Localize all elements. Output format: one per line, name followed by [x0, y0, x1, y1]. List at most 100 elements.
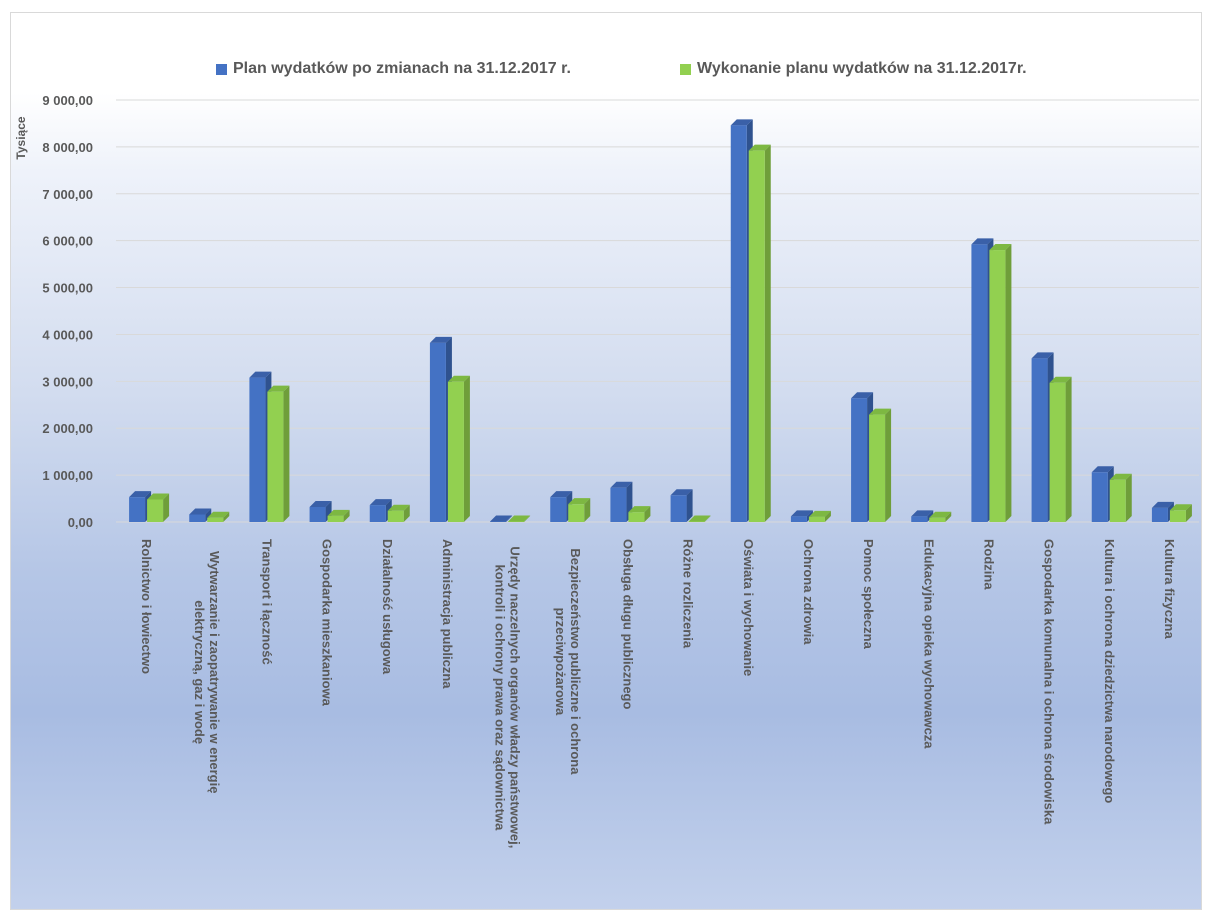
category-label-line: elektryczną, gaz i wodę [192, 600, 207, 744]
bar-side-wykonanie [1065, 376, 1072, 522]
y-tick-label: 3 000,00 [42, 374, 93, 389]
y-tick-label: 8 000,00 [42, 140, 93, 155]
bar-plan [610, 487, 627, 522]
bar-plan [550, 497, 567, 522]
category-label-line: Bezpieczeństwo publiczne i ochrona [568, 548, 583, 775]
category-label-line: Transport i łączność [259, 539, 274, 665]
bar-side-wykonanie [403, 504, 410, 522]
bar-plan [730, 125, 747, 522]
bar-top-plan [1151, 501, 1174, 508]
bar-top-wykonanie [447, 375, 470, 382]
y-tick-label: 4 000,00 [42, 327, 93, 342]
bar-wykonanie [327, 515, 344, 522]
bar-wykonanie [869, 414, 886, 522]
category-label-line: Oświata i wychowanie [741, 539, 756, 676]
bar-side-plan [927, 510, 934, 522]
y-tick-label: 1 000,00 [42, 468, 93, 483]
bar-side-wykonanie [945, 511, 952, 522]
bar-plan [369, 505, 386, 522]
bar-top-wykonanie [207, 511, 230, 518]
bar-plan [1151, 507, 1168, 522]
bar-top-wykonanie [1049, 376, 1072, 383]
bar-top-plan [790, 510, 813, 517]
category-label: Administracja publiczna [440, 539, 455, 689]
bar-plan [429, 342, 446, 522]
bar-side-plan [205, 508, 212, 522]
category-label: Rolnictwo i łowiectwo [139, 539, 154, 674]
bar-wykonanie [508, 521, 525, 522]
category-label: Pomoc społeczna [861, 539, 876, 650]
bar-top-plan [490, 515, 513, 522]
category-label: Kultura i ochrona dziedzictwa narodowego [1102, 539, 1117, 803]
bar-top-plan [309, 500, 332, 507]
bar-wykonanie [1169, 510, 1186, 522]
bar-top-wykonanie [1109, 473, 1132, 480]
category-label-line: Działalność usługowa [380, 539, 395, 675]
bar-wykonanie [447, 381, 464, 522]
bar-chart: 0,00 1 000,00 2 000,00 3 000,00 4 000,00 5 00… [14, 93, 1199, 848]
bar-side-wykonanie [163, 493, 170, 522]
category-label: Gospodarka mieszkaniowa [320, 539, 335, 707]
bar-top-plan [610, 481, 633, 488]
bar-side-wykonanie [524, 515, 531, 522]
bar-wykonanie [628, 512, 645, 522]
bar-plan [490, 521, 507, 522]
category-label-line: Różne rozliczenia [681, 539, 696, 649]
bar-side-wykonanie [223, 511, 230, 522]
bar-plan [129, 497, 146, 522]
bar-top-plan [971, 238, 994, 245]
legend-item-plan: Plan wydatków po zmianach na 31.12.2017 … [216, 59, 571, 79]
bar-wykonanie [808, 516, 825, 522]
y-tick-label: 7 000,00 [42, 187, 93, 202]
category-label-line: Obsługa długu publicznego [620, 539, 635, 709]
bar-top-plan [851, 392, 874, 399]
legend-swatch-wykonanie [680, 63, 691, 75]
bar-top-plan [1091, 466, 1114, 473]
bar-top-plan [249, 371, 272, 378]
category-label: Edukacyjna opieka wychowawcza [921, 539, 936, 749]
bar-side-wykonanie [885, 408, 892, 522]
bar-side-wykonanie [764, 144, 771, 522]
bar-top-wykonanie [1169, 504, 1192, 511]
y-axis-title: Tysiące [14, 116, 28, 159]
bar-plan [670, 495, 687, 522]
category-label: Transport i łączność [259, 539, 274, 665]
category-label-line: Rolnictwo i łowiectwo [139, 539, 154, 674]
bar-side-wykonanie [644, 506, 651, 522]
category-label-line: Administracja publiczna [440, 539, 455, 689]
bar-top-wykonanie [508, 515, 531, 522]
y-tick-label: 6 000,00 [42, 234, 93, 249]
bar-plan [790, 516, 807, 522]
bar-plan [851, 398, 868, 522]
bar-side-plan [686, 489, 693, 522]
bar-plan [1091, 472, 1108, 522]
bar-side-wykonanie [1185, 504, 1192, 522]
bar-wykonanie [568, 504, 585, 522]
bar-side-wykonanie [704, 515, 711, 522]
bar-wykonanie [147, 499, 164, 522]
category-label-line: Pomoc społeczna [861, 539, 876, 650]
y-tick-label: 9 000,00 [42, 93, 93, 108]
category-label: Obsługa długu publicznego [620, 539, 635, 709]
category-label-line: Gospodarka mieszkaniowa [320, 539, 335, 707]
category-label-line: Urzędy naczelnych organów władzy państwo… [508, 546, 523, 848]
bar-side-wykonanie [1005, 244, 1012, 523]
bar-top-plan [1031, 352, 1054, 359]
y-tick-label: 2 000,00 [42, 421, 93, 436]
y-tick-label: 5 000,00 [42, 281, 93, 296]
bar-wykonanie [207, 517, 224, 522]
bar-top-wykonanie [267, 385, 290, 392]
category-label-line: Rodzina [981, 539, 996, 590]
bar-top-plan [429, 336, 452, 343]
bar-top-wykonanie [808, 510, 831, 517]
category-label-line: Kultura fizyczna [1162, 539, 1177, 639]
bar-wykonanie [1109, 479, 1126, 522]
bar-top-wykonanie [568, 498, 591, 505]
bar-wykonanie [1049, 382, 1066, 522]
category-label: Różne rozliczenia [681, 539, 696, 649]
bar-top-wykonanie [327, 509, 350, 516]
bar-wykonanie [748, 150, 765, 522]
bar-plan [971, 244, 988, 522]
category-label: Oświata i wychowanie [741, 539, 756, 676]
bar-plan [309, 506, 326, 522]
